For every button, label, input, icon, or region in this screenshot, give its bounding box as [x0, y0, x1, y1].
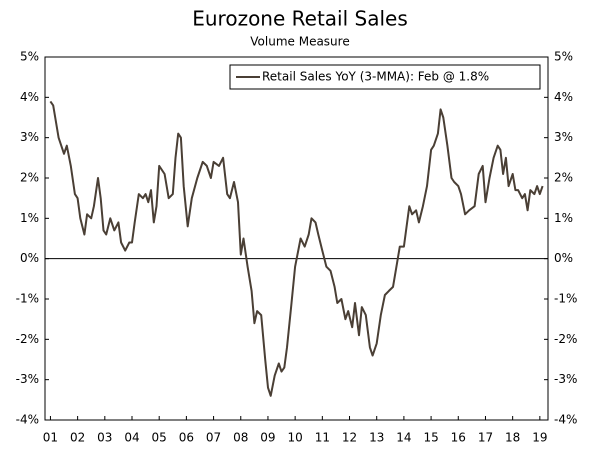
y-tick-label: -1%: [16, 292, 39, 306]
legend-label: Retail Sales YoY (3-MMA): Feb @ 1.8%: [262, 70, 489, 84]
y2-tick-label: 1%: [554, 211, 573, 225]
y-tick-label: -2%: [16, 332, 39, 346]
x-tick-label: 05: [152, 431, 167, 445]
y2-tick-label: -4%: [554, 413, 577, 427]
x-tick-label: 18: [505, 431, 520, 445]
x-tick-label: 15: [423, 431, 438, 445]
x-tick-label: 11: [315, 431, 330, 445]
chart-title: Eurozone Retail Sales: [192, 7, 408, 31]
x-tick-label: 06: [179, 431, 194, 445]
y2-tick-label: 2%: [554, 171, 573, 185]
x-tick-label: 19: [532, 431, 547, 445]
x-tick-label: 04: [124, 431, 139, 445]
y2-tick-label: 4%: [554, 90, 573, 104]
x-tick-label: 02: [70, 431, 85, 445]
y2-tick-label: -2%: [554, 332, 577, 346]
y2-tick-label: 0%: [554, 251, 573, 265]
x-tick-label: 09: [260, 431, 275, 445]
y-tick-label: 3%: [20, 130, 39, 144]
x-tick-label: 16: [451, 431, 466, 445]
x-tick-label: 12: [342, 431, 357, 445]
y2-tick-label: 5%: [554, 50, 573, 64]
y-tick-label: 0%: [20, 251, 39, 265]
x-tick-label: 10: [287, 431, 302, 445]
y2-tick-label: 3%: [554, 130, 573, 144]
x-tick-label: 01: [43, 431, 58, 445]
x-tick-label: 07: [206, 431, 221, 445]
y-tick-label: 2%: [20, 171, 39, 185]
y-tick-label: 1%: [20, 211, 39, 225]
x-tick-label: 17: [478, 431, 493, 445]
y-tick-label: -4%: [16, 413, 39, 427]
plot-frame: [44, 56, 549, 421]
x-tick-label: 08: [233, 431, 248, 445]
data-line: [49, 100, 544, 397]
y-tick-label: 5%: [20, 50, 39, 64]
x-tick-label: 14: [396, 431, 411, 445]
chart-subtitle: Volume Measure: [250, 35, 349, 49]
y-tick-label: 4%: [20, 90, 39, 104]
y2-tick-label: -1%: [554, 292, 577, 306]
y-tick-label: -3%: [16, 372, 39, 386]
x-tick-label: 03: [97, 431, 112, 445]
legend-box: [229, 64, 541, 90]
x-tick-label: 13: [369, 431, 384, 445]
y2-tick-label: -3%: [554, 372, 577, 386]
